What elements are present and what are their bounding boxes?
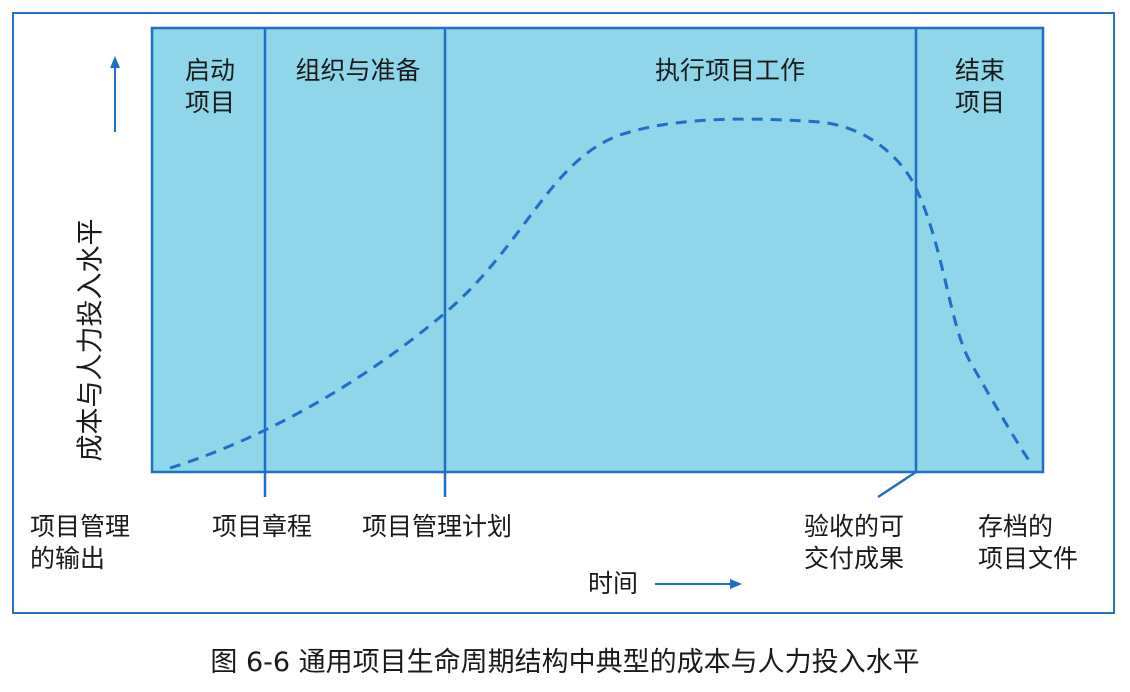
x-axis-label: 时间	[588, 569, 639, 598]
phase-label-execute: 执行项目工作	[654, 56, 805, 85]
y-axis-label: 成本与人力投入水平	[75, 218, 107, 462]
output-label-charter: 项目章程	[212, 512, 313, 541]
output-label-deliverables: 验收的可 交付成果	[804, 512, 905, 573]
output-label-archive: 存档的 项目文件	[978, 512, 1079, 573]
phase-label-organize: 组织与准备	[295, 56, 421, 85]
deliverables-leader-line	[877, 470, 917, 499]
phase-label-start: 启动 项目	[184, 56, 235, 117]
cost-effort-curve	[169, 117, 1034, 470]
phase-label-close: 结束 项目	[954, 56, 1005, 117]
figure-frame	[12, 12, 1115, 614]
figure-caption: 图 6-6 通用项目生命周期结构中典型的成本与人力投入水平	[210, 647, 920, 678]
output-label-pm-plan: 项目管理计划	[362, 512, 513, 541]
plot-area	[150, 26, 1045, 474]
output-label-pm-output: 项目管理 的输出	[30, 512, 131, 573]
